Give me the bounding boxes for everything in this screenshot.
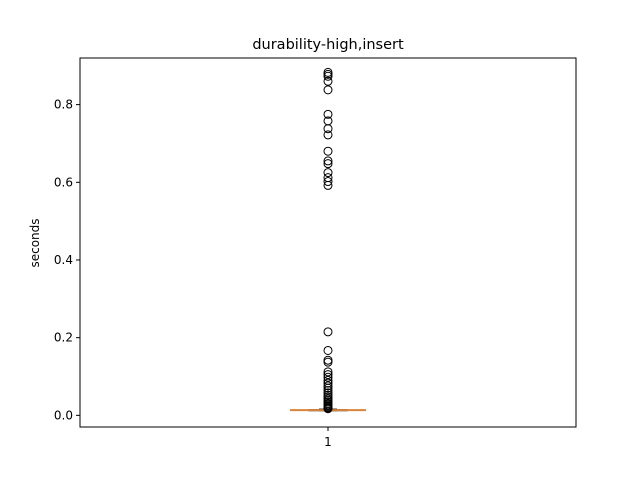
y-tick-label: 0.2 [54, 331, 73, 345]
flier-point [323, 124, 333, 134]
flier-point [323, 109, 333, 119]
y-tick-label: 0.4 [54, 253, 73, 267]
flier-point [323, 367, 333, 377]
flier-point [323, 76, 333, 86]
flier-point [323, 85, 333, 95]
flier-point [323, 177, 333, 187]
flier-point [323, 180, 333, 190]
y-tick-label: 0.6 [54, 175, 73, 189]
y-axis-label: seconds [28, 218, 42, 267]
y-tick-label: 0.0 [54, 408, 73, 422]
flier-point [323, 345, 333, 355]
flier-point [323, 372, 333, 382]
flier-point [323, 383, 333, 393]
flier-point [323, 357, 333, 367]
flier-point [323, 370, 333, 380]
chart-title: durability-high,insert [252, 37, 404, 53]
flier-point [323, 130, 333, 140]
flier-point [323, 146, 333, 156]
flier-point [323, 168, 333, 178]
flier-point [323, 159, 333, 169]
flier-point [323, 71, 333, 81]
flier-point [323, 381, 333, 391]
plot-area [290, 67, 366, 414]
flier-point [323, 156, 333, 166]
flier-point [323, 404, 333, 414]
flier-point [323, 327, 333, 337]
flier-point [323, 378, 333, 388]
x-tick-label: 1 [324, 435, 332, 449]
flier-point [323, 385, 333, 395]
y-tick-label: 0.8 [54, 98, 73, 112]
